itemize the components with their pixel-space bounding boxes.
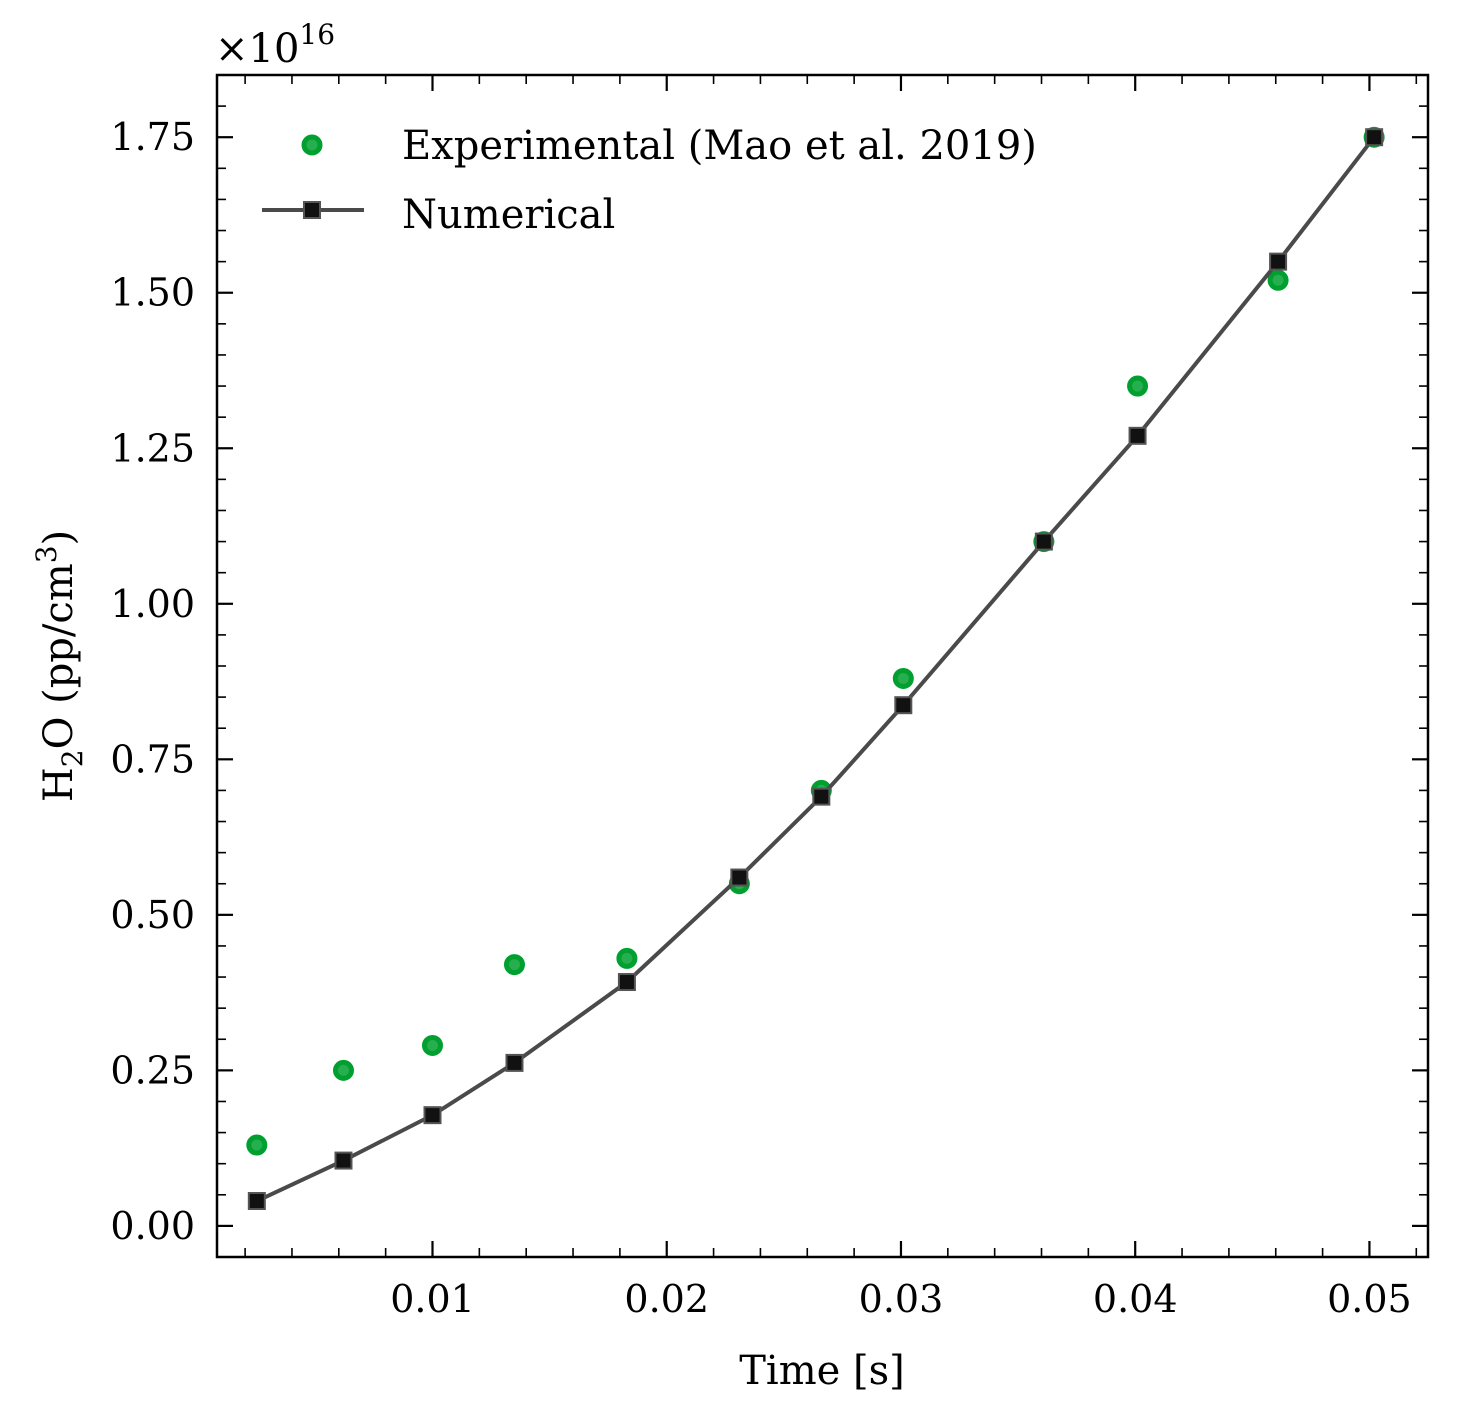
numerical-point bbox=[1128, 426, 1147, 445]
y-axis-label-end: ) bbox=[36, 530, 82, 546]
y-axis-label-middle: O (pp/cm bbox=[36, 563, 82, 749]
tick-labels-group: 0.01 0.02 0.03 0.04 0.05 0.00 0.25 0.50 0.75 1.00… bbox=[110, 115, 1411, 1321]
y-tick-label: 0.50 bbox=[110, 893, 195, 937]
experimental-point bbox=[503, 954, 525, 976]
numerical-point bbox=[247, 1192, 266, 1211]
numerical-point bbox=[1365, 128, 1384, 147]
legend-numerical-label: Numerical bbox=[402, 192, 615, 238]
y-tick-label: 1.25 bbox=[110, 426, 195, 470]
numerical-point bbox=[1034, 532, 1053, 551]
y-axis-label-subscript: 2 bbox=[56, 749, 89, 767]
y-scale-factor: ×1016 bbox=[215, 18, 335, 72]
numerical-point bbox=[894, 696, 913, 715]
x-tick-label: 0.02 bbox=[624, 1277, 709, 1321]
y-axis-label-superscript: 3 bbox=[30, 545, 63, 563]
y-tick-label: 1.50 bbox=[110, 271, 195, 315]
experimental-point bbox=[1127, 375, 1149, 397]
numerical-point bbox=[1269, 252, 1288, 271]
numerical-point bbox=[505, 1053, 524, 1072]
ticks-group bbox=[217, 74, 1428, 1258]
experimental-point bbox=[892, 667, 914, 689]
numerical-point bbox=[730, 868, 749, 887]
x-tick-label: 0.03 bbox=[859, 1277, 944, 1321]
y-tick-label: 1.75 bbox=[110, 115, 195, 159]
y-scale-prefix: ×10 bbox=[215, 26, 299, 72]
experimental-point bbox=[616, 947, 638, 969]
y-scale-exponent: 16 bbox=[299, 18, 335, 51]
plot-frame bbox=[215, 73, 1430, 1259]
y-tick-label: 0.75 bbox=[110, 737, 195, 781]
svg-text:H2O (pp/cm3): H2O (pp/cm3) bbox=[30, 530, 89, 802]
y-axis-label-main: H bbox=[36, 767, 82, 802]
experimental-point bbox=[1267, 269, 1289, 291]
legend-experimental-marker bbox=[301, 134, 323, 156]
numerical-line bbox=[255, 135, 1376, 1203]
y-tick-label: 1.00 bbox=[110, 582, 195, 626]
legend-experimental-label: Experimental (Mao et al. 2019) bbox=[402, 123, 1037, 169]
y-tick-label: 0.25 bbox=[110, 1048, 195, 1092]
numerical-point bbox=[617, 973, 636, 992]
experimental-point bbox=[332, 1059, 354, 1081]
numerical-point bbox=[812, 787, 831, 806]
x-tick-label: 0.04 bbox=[1093, 1277, 1178, 1321]
numerical-point bbox=[423, 1106, 442, 1125]
legend: Experimental (Mao et al. 2019) Numerical bbox=[262, 123, 1037, 238]
experimental-point bbox=[421, 1034, 443, 1056]
legend-numerical-marker bbox=[303, 201, 321, 219]
series-layer bbox=[246, 126, 1385, 1211]
y-tick-label: 0.00 bbox=[110, 1204, 195, 1248]
x-tick-label: 0.01 bbox=[390, 1277, 475, 1321]
experimental-point bbox=[246, 1134, 268, 1156]
x-tick-label: 0.05 bbox=[1327, 1277, 1412, 1321]
x-axis-label: Time [s] bbox=[739, 1348, 905, 1394]
numerical-point bbox=[334, 1151, 353, 1170]
y-axis-label: H2O (pp/cm3) bbox=[30, 530, 89, 802]
